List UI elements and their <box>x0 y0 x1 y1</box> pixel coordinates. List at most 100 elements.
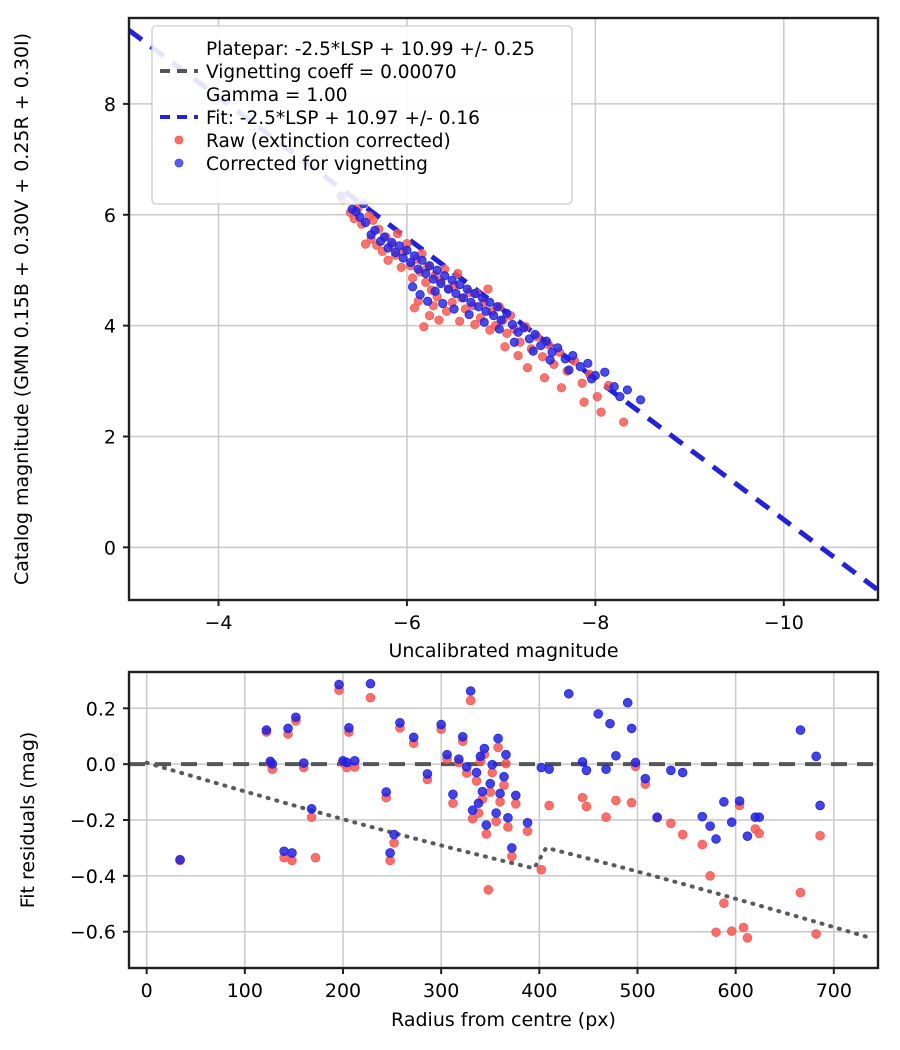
data-point <box>473 302 484 312</box>
data-point <box>510 790 521 801</box>
data-point <box>545 355 555 365</box>
data-point <box>283 723 293 734</box>
data-point <box>442 749 452 760</box>
y-tick-label: 2 <box>104 426 116 448</box>
data-point <box>601 764 611 774</box>
y-tick-label: 6 <box>104 205 116 227</box>
data-point <box>381 787 391 797</box>
data-point <box>579 397 589 407</box>
data-point <box>465 695 476 706</box>
x-axis-label: Uncalibrated magnitude <box>388 640 618 662</box>
data-point <box>462 284 472 294</box>
data-point <box>489 311 499 321</box>
legend-label: Corrected for vignetting <box>206 154 428 175</box>
x-tick-label: −4 <box>204 612 232 634</box>
data-point <box>493 733 503 744</box>
data-point <box>434 315 444 325</box>
data-point <box>811 751 821 762</box>
data-point <box>291 712 301 723</box>
data-point <box>395 718 405 728</box>
data-point <box>389 838 399 848</box>
axes-spines <box>123 670 880 974</box>
data-point <box>564 365 574 375</box>
data-point <box>465 686 476 696</box>
data-point <box>622 385 632 395</box>
data-point <box>536 864 547 875</box>
data-point <box>494 324 504 334</box>
data-point <box>537 352 548 362</box>
data-point <box>481 306 491 316</box>
data-point <box>365 692 376 703</box>
data-point <box>385 848 395 858</box>
data-point <box>726 817 737 828</box>
data-point <box>485 778 496 789</box>
data-point <box>541 336 551 346</box>
data-point <box>421 277 431 287</box>
data-point <box>666 818 676 829</box>
data-point <box>522 817 533 828</box>
data-point <box>503 822 513 832</box>
data-point <box>719 898 729 909</box>
data-point <box>697 811 708 822</box>
data-point <box>501 758 511 769</box>
data-point <box>457 731 468 742</box>
data-point <box>507 319 518 330</box>
data-point <box>539 373 550 383</box>
data-point <box>447 275 457 285</box>
x-axis-label: Radius from centre (px) <box>391 1009 616 1031</box>
data-point <box>677 829 688 840</box>
data-point <box>432 265 442 275</box>
x-tick-label: 300 <box>423 980 459 1002</box>
data-point <box>544 764 554 774</box>
data-point <box>726 926 737 936</box>
data-point <box>360 217 371 228</box>
data-point <box>422 769 433 779</box>
data-point <box>502 308 512 319</box>
data-point <box>815 800 825 811</box>
data-point <box>306 804 317 814</box>
data-point <box>481 820 492 830</box>
data-point <box>471 767 482 778</box>
data-point <box>705 871 715 881</box>
legend-label: Gamma = 1.00 <box>206 85 348 106</box>
data-point <box>310 852 321 863</box>
legend-marker-dot <box>174 135 184 145</box>
data-point <box>513 350 523 361</box>
scatter-series-raw <box>175 685 825 943</box>
data-point <box>342 757 352 768</box>
data-point <box>742 831 753 841</box>
data-point <box>522 363 533 373</box>
data-point <box>481 829 492 839</box>
data-point <box>407 273 418 283</box>
data-point <box>754 828 765 839</box>
x-tick-label: 400 <box>521 980 557 1002</box>
data-point <box>392 229 403 239</box>
data-point <box>477 293 487 303</box>
data-point <box>577 757 588 767</box>
x-tick-label: 0 <box>141 980 153 1002</box>
data-point <box>560 354 570 364</box>
data-point <box>453 268 463 279</box>
data-point <box>719 797 729 807</box>
data-point <box>605 718 615 729</box>
data-point <box>430 286 440 296</box>
y-tick-label: 8 <box>104 94 116 116</box>
data-point <box>455 316 465 326</box>
data-point <box>697 839 708 850</box>
data-point <box>491 816 501 827</box>
data-point <box>711 834 721 844</box>
data-point <box>581 801 592 812</box>
data-point <box>815 830 825 841</box>
data-point <box>424 261 435 271</box>
data-point <box>455 280 465 290</box>
data-point <box>502 328 512 338</box>
data-point <box>365 678 376 689</box>
data-point <box>622 697 633 708</box>
data-point <box>601 812 611 823</box>
data-point <box>811 929 821 939</box>
data-point <box>261 725 272 735</box>
data-point <box>470 319 480 330</box>
data-point <box>626 797 637 808</box>
